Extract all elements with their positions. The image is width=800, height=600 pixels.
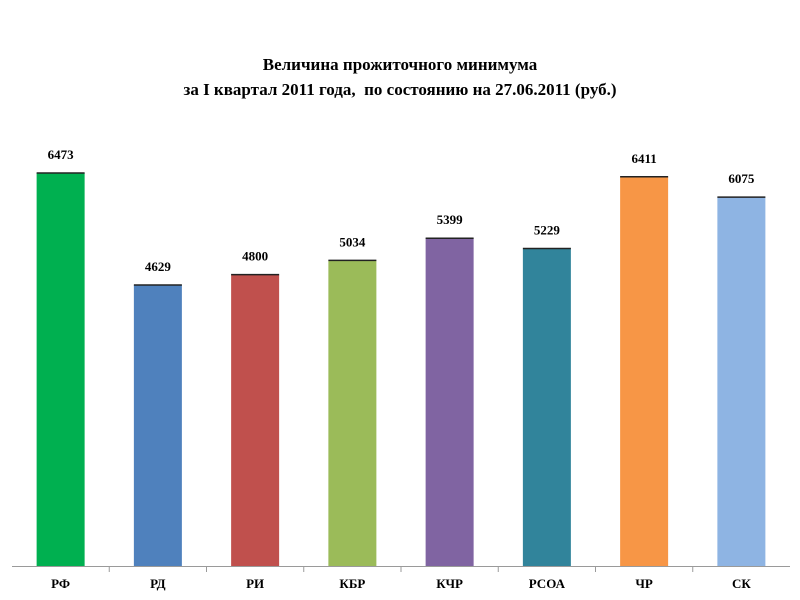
data-label-7: 6075 xyxy=(728,171,755,186)
chart-title-line-2: за I квартал 2011 года, по состоянию на … xyxy=(183,80,617,99)
bar-3 xyxy=(328,260,377,566)
x-tick-label-7: СК xyxy=(732,576,751,591)
bar-5 xyxy=(522,248,571,566)
bar-2 xyxy=(231,274,280,566)
data-label-2: 4800 xyxy=(242,249,268,264)
data-label-0: 6473 xyxy=(48,147,75,162)
bar-0 xyxy=(36,173,85,566)
bar-7 xyxy=(717,197,766,566)
data-label-1: 4629 xyxy=(145,259,172,274)
bar-4 xyxy=(425,238,474,566)
x-tick-label-6: ЧР xyxy=(635,576,653,591)
chart-title: Величина прожиточного минимума за I квар… xyxy=(0,52,800,102)
data-label-6: 6411 xyxy=(631,151,656,166)
data-label-3: 5034 xyxy=(339,234,366,249)
x-tick-label-2: РИ xyxy=(246,576,264,591)
x-tick-label-1: РД xyxy=(150,576,166,591)
x-tick-label-5: РСОА xyxy=(529,576,566,591)
data-label-5: 5229 xyxy=(534,223,561,238)
x-tick-label-0: РФ xyxy=(51,576,70,591)
data-label-4: 5399 xyxy=(437,212,464,227)
bar-6 xyxy=(620,176,669,566)
bars-group: 6473 4629 4800 5034 5399 5229 6411 6075 xyxy=(36,147,766,566)
x-axis-ticks: РФ РД РИ КБР КЧР РСОА ЧР СК xyxy=(51,566,751,591)
bar-1 xyxy=(133,284,182,566)
x-tick-label-4: КЧР xyxy=(436,576,463,591)
x-tick-label-3: КБР xyxy=(339,576,365,591)
chart-title-line-1: Величина прожиточного минимума xyxy=(262,55,538,74)
